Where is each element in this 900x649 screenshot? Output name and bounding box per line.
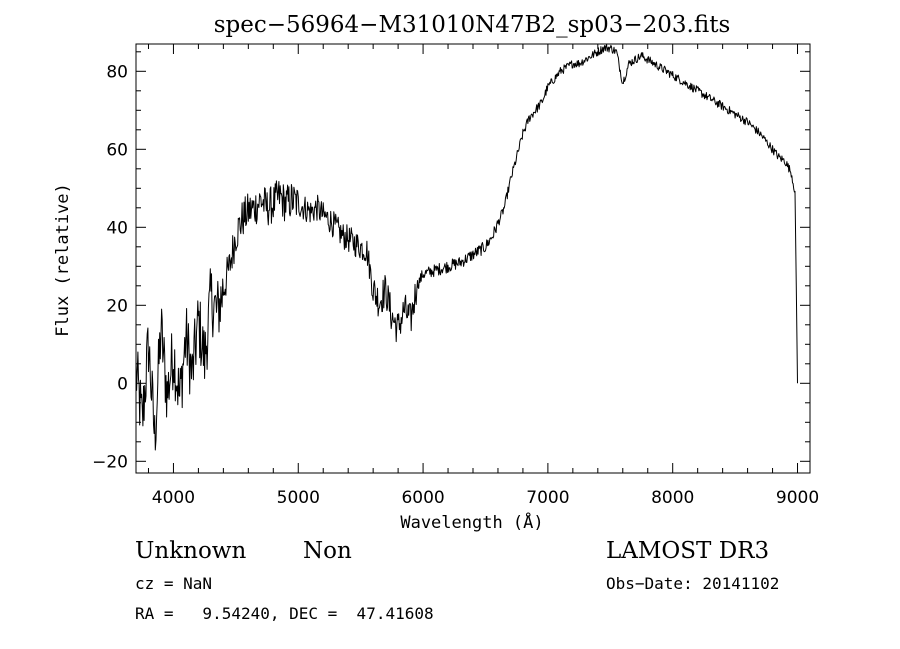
x-tick-label: 7000 [526,488,569,508]
obs-date-label: Obs−Date: 20141102 [606,574,780,593]
x-tick-label: 5000 [277,488,320,508]
x-tick-label: 6000 [401,488,444,508]
y-tick-label: 60 [106,140,128,160]
y-tick-label: 80 [106,62,128,82]
plot-area: 4000 5000 6000 7000 8000 9000 −20 0 20 40 60 80 [92,43,819,508]
x-axis-label: Wavelength (Å) [400,511,543,533]
plot-frame [135,43,811,474]
y-tick-label: 0 [117,374,128,394]
survey-name: LAMOST DR3 [606,538,770,564]
object-class: Unknown [135,538,247,564]
y-tick-label: 40 [106,218,128,238]
coordinates-label: RA = 9.54240, DEC = 47.41608 [135,604,434,623]
x-tick-label: 8000 [651,488,694,508]
x-tick-label: 9000 [776,488,819,508]
y-tick-label: 20 [106,296,128,316]
spectrum-line [135,44,798,451]
y-tick-label: −20 [92,452,128,472]
chart-title: spec−56964−M31010N47B2_sp03−203.fits [214,12,731,38]
x-tick-label: 4000 [152,488,195,508]
object-subclass: Non [303,538,352,564]
redshift-label: cz = NaN [135,574,213,593]
y-axis-label: Flux (relative) [53,183,73,337]
